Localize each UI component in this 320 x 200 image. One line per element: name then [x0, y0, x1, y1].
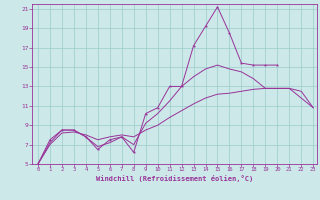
- X-axis label: Windchill (Refroidissement éolien,°C): Windchill (Refroidissement éolien,°C): [96, 175, 253, 182]
